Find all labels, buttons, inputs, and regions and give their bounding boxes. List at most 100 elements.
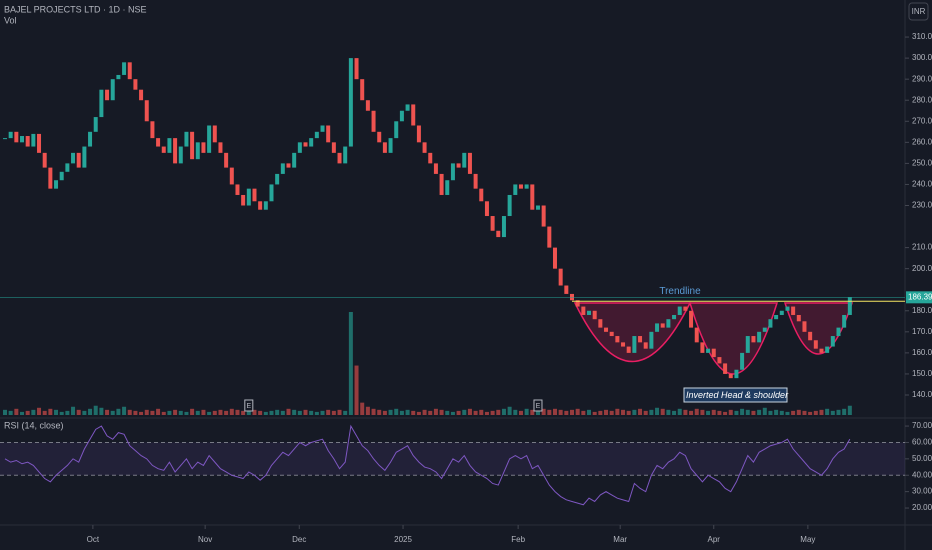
volume-bar [371, 408, 376, 415]
volume-bar [751, 410, 756, 415]
volume-bar [122, 406, 127, 415]
volume-bar [757, 409, 762, 415]
volume-bar [229, 408, 234, 415]
volume-bar [3, 409, 7, 415]
volume-bar [252, 409, 257, 415]
volume-bar [65, 410, 70, 415]
volume-bar [847, 405, 852, 415]
earnings-label: E [536, 403, 541, 410]
volume-bar [473, 410, 478, 415]
y-tick-label: 310.00 [912, 32, 932, 41]
candle [99, 89, 104, 118]
candle [263, 201, 268, 210]
candle [190, 131, 195, 160]
volume-bar [411, 410, 416, 415]
volume-bar [48, 408, 53, 415]
candle [3, 138, 7, 140]
volume-label: Vol [4, 15, 17, 25]
volume-bar [513, 409, 518, 415]
volume-bar [416, 411, 421, 415]
candle [796, 314, 801, 322]
volume-bar [150, 410, 155, 415]
volume-bar [303, 409, 308, 415]
volume-bar [689, 410, 694, 415]
candle [195, 142, 200, 160]
candle [666, 319, 671, 328]
volume-bar [275, 409, 280, 415]
volume-bar [518, 410, 523, 415]
volume-bar [643, 410, 648, 415]
volume-bar [99, 407, 104, 415]
candle [422, 142, 427, 153]
volume-bar [343, 410, 348, 415]
x-tick-label: 2025 [394, 535, 412, 544]
volume-bar [484, 411, 489, 415]
candle [207, 125, 212, 153]
candle [235, 184, 240, 195]
candle [496, 230, 501, 238]
rsi-tick-label: 50.00 [912, 454, 932, 463]
volume-bar [802, 410, 807, 415]
y-tick-label: 150.00 [912, 369, 932, 378]
volume-bar [314, 411, 319, 415]
candle [547, 226, 552, 248]
volume-bar [309, 410, 314, 415]
rsi-tick-label: 40.00 [912, 470, 932, 479]
volume-bar [25, 410, 30, 415]
candle [337, 152, 342, 164]
volume-bar [207, 411, 212, 415]
candle [309, 138, 314, 147]
candle [303, 142, 308, 147]
volume-bar [241, 410, 246, 415]
y-tick-label: 250.00 [912, 158, 932, 167]
candle [116, 74, 121, 80]
candle [286, 163, 291, 168]
candle [156, 138, 161, 147]
volume-bar [490, 410, 495, 415]
volume-bar [31, 409, 36, 415]
candle [275, 173, 280, 185]
volume-bar [723, 411, 728, 415]
candle [450, 163, 455, 181]
volume-bar [830, 410, 835, 415]
currency[interactable]: INR [912, 7, 926, 16]
volume-bar [320, 410, 325, 415]
candle [456, 163, 461, 168]
volume-bar [292, 409, 297, 415]
earnings-box [533, 399, 543, 412]
volume-bar [399, 410, 404, 415]
volume-bar [638, 408, 643, 415]
candle [20, 136, 25, 143]
volume-bar [808, 411, 813, 415]
candle [31, 133, 36, 147]
volume-bar [20, 411, 25, 415]
candle [428, 152, 433, 164]
candle [581, 306, 586, 315]
candle [575, 300, 580, 307]
volume-bar [93, 405, 98, 415]
candle [161, 146, 166, 153]
volume-bar [8, 410, 13, 415]
candle [535, 205, 540, 210]
volume-bar [224, 410, 229, 415]
candle [479, 188, 484, 202]
candle [740, 352, 745, 370]
last-price-box [906, 291, 932, 304]
candle [825, 346, 830, 353]
currency-box[interactable] [908, 2, 929, 21]
candle [133, 79, 138, 90]
volume-bar [184, 411, 189, 415]
candle [371, 110, 376, 132]
volume-bar [280, 410, 285, 415]
volume-bar [59, 411, 64, 415]
candle [65, 163, 70, 172]
volume-bar [156, 408, 161, 415]
volume-bar [706, 410, 711, 415]
candle [507, 194, 512, 217]
volume-bar [558, 409, 563, 415]
candle [558, 268, 563, 286]
candle [25, 136, 30, 147]
candle [473, 173, 478, 189]
candle [37, 133, 42, 153]
candle [76, 152, 81, 168]
